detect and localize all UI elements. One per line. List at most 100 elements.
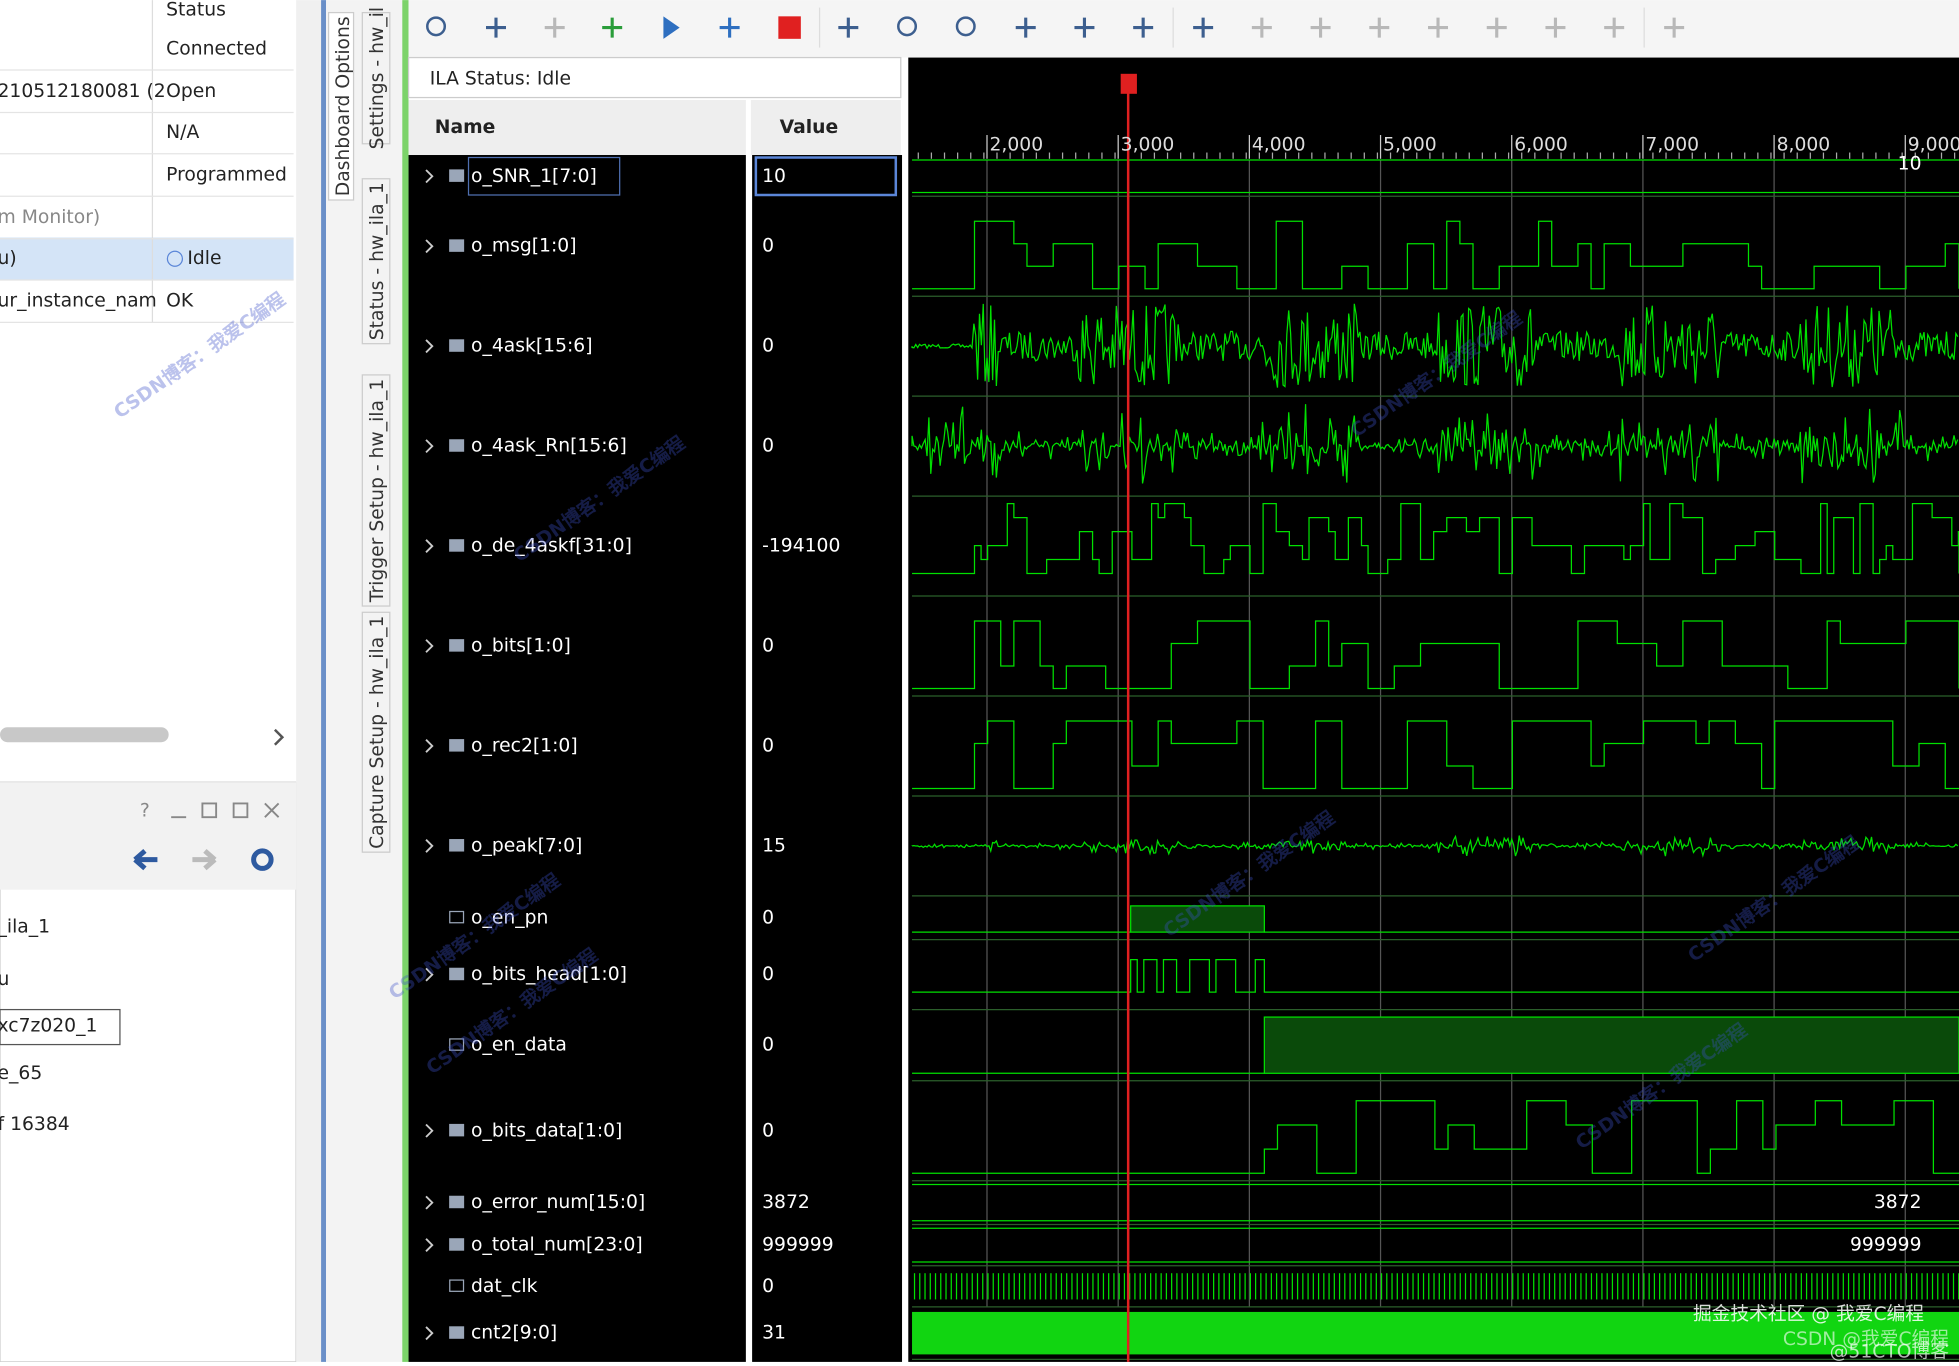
active-border — [402, 0, 409, 1362]
expand-arrow[interactable] — [425, 1123, 434, 1138]
toolbar-button[interactable] — [719, 17, 740, 38]
toolbar-button[interactable] — [955, 16, 976, 37]
expand-arrow[interactable] — [425, 1326, 434, 1341]
signal-name[interactable]: o_de_4askf[31:0] — [471, 536, 632, 557]
signal-name[interactable]: o_peak[7:0] — [471, 835, 582, 856]
toolbar-button[interactable] — [663, 16, 680, 39]
expand-arrow[interactable] — [425, 839, 434, 853]
toolbar-button[interactable] — [1074, 17, 1095, 38]
toolbar-button[interactable] — [1369, 17, 1390, 38]
waveform — [912, 958, 1959, 993]
ila-status: ILA Status: Idle — [430, 68, 571, 89]
tab[interactable] — [361, 11, 391, 145]
time-label: 8,000 — [1777, 135, 1831, 156]
scroll-arrow[interactable] — [273, 728, 285, 746]
time-label: 7,000 — [1645, 135, 1699, 156]
signal-name[interactable]: o_en_pn — [471, 907, 548, 928]
column-header: Status — [166, 0, 226, 21]
tab-label[interactable]: Settings - hw_il — [367, 7, 388, 149]
signal-icon — [449, 1038, 465, 1051]
expand-arrow[interactable] — [425, 169, 434, 184]
signal-icon — [449, 169, 465, 182]
signal-icon — [449, 1279, 465, 1292]
signal-value: -194100 — [762, 536, 840, 557]
expand-arrow[interactable] — [425, 1238, 434, 1252]
forward-icon[interactable] — [192, 849, 217, 871]
signal-value: 0 — [762, 964, 774, 985]
signal-name[interactable]: o_bits_data[1:0] — [471, 1120, 622, 1141]
toolbar-button[interactable] — [1133, 17, 1154, 38]
toolbar-button[interactable] — [1193, 17, 1214, 38]
tab[interactable] — [327, 11, 355, 201]
toolbar-button[interactable] — [544, 17, 565, 38]
scrollbar[interactable] — [0, 727, 169, 743]
enable-high — [1130, 905, 1265, 933]
signal-name[interactable]: o_error_num[15:0] — [471, 1192, 645, 1213]
toolbar-button[interactable] — [838, 17, 859, 38]
signal-value: 999999 — [762, 1235, 834, 1256]
expand-arrow[interactable] — [425, 967, 434, 982]
signal-name[interactable]: cnt2[9:0] — [471, 1323, 557, 1344]
toolbar-button[interactable] — [1486, 17, 1507, 38]
tab[interactable] — [361, 178, 391, 345]
signal-name[interactable]: o_msg[1:0] — [471, 236, 577, 257]
toolbar-button[interactable] — [1251, 17, 1272, 38]
tab-label[interactable]: Status - hw_ila_1 — [367, 182, 388, 340]
row-name: 210512180081 (2 — [0, 81, 166, 102]
selected-row — [0, 237, 294, 280]
signal-value: 0 — [762, 636, 774, 657]
signal-value: 15 — [762, 835, 786, 856]
toolbar-button[interactable] — [1604, 17, 1625, 38]
signal-icon — [449, 910, 465, 924]
signal-name[interactable]: o_en_data — [471, 1035, 567, 1056]
footer-watermark: 掘金技术社区 @ 我爱C编程 — [1693, 1304, 1924, 1325]
expand-arrow[interactable] — [425, 339, 434, 354]
toolbar-button[interactable] — [426, 16, 447, 37]
expand-arrow[interactable] — [425, 439, 434, 454]
toolbar-button[interactable] — [1545, 17, 1566, 38]
expand-arrow[interactable] — [425, 739, 434, 753]
edit-box[interactable] — [0, 1008, 121, 1046]
time-label: 4,000 — [1252, 135, 1306, 156]
back-icon[interactable] — [133, 849, 158, 871]
signal-name[interactable]: o_4ask_Rn[15:6] — [471, 436, 627, 457]
window-icons[interactable] — [171, 802, 280, 819]
marker-flag[interactable] — [1120, 73, 1137, 94]
signal-name[interactable]: o_rec2[1:0] — [471, 735, 578, 756]
toolbar-button[interactable] — [897, 16, 918, 37]
waveform — [912, 720, 1959, 790]
signal-name[interactable]: o_bits_head[1:0] — [471, 964, 627, 985]
splitter — [296, 0, 322, 1362]
signal-name[interactable]: o_4ask[15:6] — [471, 336, 593, 357]
name-header-label: Name — [435, 117, 496, 138]
toolbar-button[interactable] — [1428, 17, 1449, 38]
signal-value: 0 — [762, 735, 774, 756]
toolbar-button[interactable] — [1310, 17, 1331, 38]
bus-value: 10 — [1898, 153, 1922, 174]
tab[interactable] — [361, 611, 391, 853]
expand-arrow[interactable] — [425, 1195, 434, 1210]
expand-arrow[interactable] — [425, 639, 434, 653]
waveform — [911, 303, 1959, 388]
tab-label[interactable]: Capture Setup - hw_ila_1 — [367, 616, 388, 849]
expand-arrow[interactable] — [425, 539, 434, 553]
bus-fill — [912, 1311, 1959, 1355]
signal-name[interactable]: o_SNR_1[7:0] — [471, 166, 597, 187]
toolbar-button[interactable] — [778, 16, 801, 39]
tab-label[interactable]: Trigger Setup - hw_ila_1 — [367, 379, 388, 604]
toolbar-button[interactable] — [1664, 17, 1685, 38]
signal-name[interactable]: dat_clk — [471, 1276, 538, 1297]
settings-icon[interactable] — [251, 848, 274, 871]
help-icon[interactable]: ? — [140, 800, 150, 821]
tab[interactable] — [361, 374, 391, 607]
toolbar — [408, 0, 1959, 58]
signal-name[interactable]: o_bits[1:0] — [471, 636, 571, 657]
toolbar-button[interactable] — [602, 17, 623, 38]
expand-arrow[interactable] — [425, 239, 434, 254]
tab-label[interactable]: Dashboard Options — [333, 16, 354, 196]
toolbar-button[interactable] — [1015, 17, 1036, 38]
signal-name[interactable]: o_total_num[23:0] — [471, 1235, 643, 1256]
toolbar-button[interactable] — [486, 17, 506, 38]
